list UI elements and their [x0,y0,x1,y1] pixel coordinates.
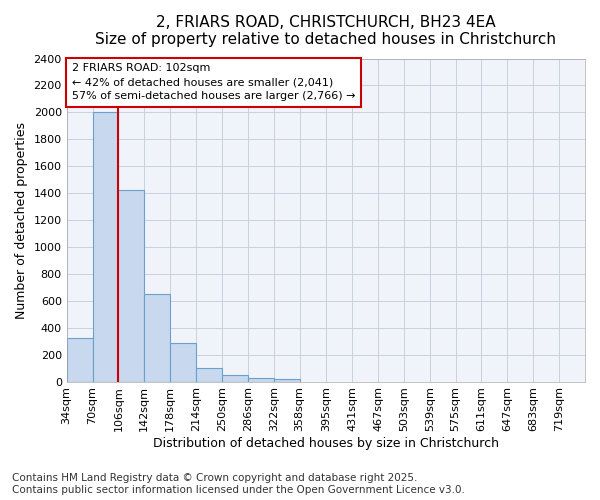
Bar [274,379,299,382]
Bar [222,375,248,382]
Y-axis label: Number of detached properties: Number of detached properties [15,122,28,318]
Bar [170,343,196,382]
Bar [118,190,145,382]
Text: 2 FRIARS ROAD: 102sqm
← 42% of detached houses are smaller (2,041)
57% of semi-d: 2 FRIARS ROAD: 102sqm ← 42% of detached … [72,64,355,102]
Bar [67,338,92,382]
Bar [248,378,274,382]
X-axis label: Distribution of detached houses by size in Christchurch: Distribution of detached houses by size … [153,437,499,450]
Bar [196,368,222,382]
Bar [92,112,118,382]
Bar [145,294,170,382]
Text: Contains HM Land Registry data © Crown copyright and database right 2025.
Contai: Contains HM Land Registry data © Crown c… [12,474,465,495]
Title: 2, FRIARS ROAD, CHRISTCHURCH, BH23 4EA
Size of property relative to detached hou: 2, FRIARS ROAD, CHRISTCHURCH, BH23 4EA S… [95,15,556,48]
